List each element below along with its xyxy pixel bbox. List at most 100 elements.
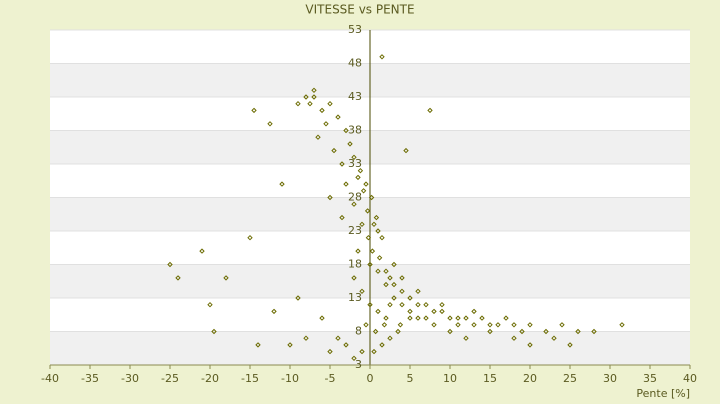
- x-tick-label: 15: [483, 372, 497, 385]
- point: [359, 288, 365, 295]
- point: [619, 322, 625, 328]
- point: [399, 275, 405, 281]
- point: [427, 107, 433, 114]
- x-tick-label: 10: [443, 372, 457, 385]
- y-tick-label: 33: [348, 157, 362, 170]
- point: [375, 228, 381, 234]
- point: [207, 301, 213, 308]
- point: [363, 322, 369, 328]
- point: [255, 342, 261, 348]
- y-tick-label: 8: [355, 325, 362, 338]
- point: [357, 167, 364, 174]
- point: [511, 335, 517, 341]
- point: [279, 181, 285, 187]
- point: [351, 154, 357, 161]
- point: [567, 342, 573, 348]
- point: [479, 315, 485, 321]
- x-tick-label: -30: [121, 372, 139, 385]
- point: [311, 94, 317, 100]
- y-tick-label: 28: [348, 191, 362, 204]
- x-tick-label: -25: [161, 372, 179, 385]
- point: [527, 322, 533, 328]
- point: [355, 248, 361, 254]
- x-tick-label: 35: [643, 372, 657, 385]
- point: [327, 100, 333, 107]
- point: [371, 221, 377, 228]
- point: [383, 268, 389, 274]
- point: [376, 255, 383, 261]
- point: [407, 315, 413, 321]
- point: [223, 275, 229, 281]
- point: [399, 301, 405, 308]
- y-tick-label: 13: [348, 291, 362, 304]
- point: [351, 355, 357, 362]
- x-tick-label: -35: [81, 372, 99, 385]
- point: [415, 315, 421, 321]
- point: [295, 295, 301, 301]
- point: [319, 315, 325, 321]
- point: [271, 308, 277, 315]
- point: [511, 322, 517, 328]
- point: [367, 301, 373, 308]
- point: [211, 328, 217, 335]
- point: [287, 342, 293, 348]
- point: [359, 348, 365, 355]
- point: [175, 275, 181, 281]
- point: [368, 194, 375, 201]
- y-tick-label: 43: [348, 90, 362, 103]
- point: [295, 100, 301, 107]
- point: [527, 342, 533, 348]
- x-tick-label: 40: [683, 372, 697, 385]
- point: [387, 275, 393, 281]
- point: [399, 288, 405, 295]
- point: [365, 234, 372, 241]
- point: [343, 127, 349, 134]
- point: [455, 322, 461, 328]
- x-tick-label: -10: [281, 372, 299, 385]
- point: [415, 288, 421, 295]
- point: [383, 315, 389, 321]
- point: [347, 141, 353, 147]
- point: [375, 308, 381, 315]
- x-tick-label: -15: [241, 372, 259, 385]
- point: [487, 328, 493, 335]
- point: [391, 281, 397, 288]
- point: [397, 322, 404, 328]
- point: [439, 308, 445, 315]
- point: [199, 248, 205, 254]
- point: [447, 328, 453, 335]
- x-tick-label: -20: [201, 372, 219, 385]
- y-tick-label: 38: [348, 124, 362, 137]
- y-tick-label: 53: [348, 23, 362, 36]
- point: [343, 342, 349, 348]
- point: [431, 308, 437, 315]
- point: [251, 107, 257, 114]
- point: [423, 315, 429, 321]
- point: [327, 194, 333, 201]
- point: [463, 335, 469, 341]
- point: [387, 301, 393, 308]
- point: [383, 281, 389, 288]
- point: [363, 181, 369, 187]
- point: [551, 335, 557, 341]
- x-tick-label: 30: [603, 372, 617, 385]
- point: [359, 221, 365, 228]
- point: [407, 295, 413, 301]
- point: [463, 315, 469, 321]
- x-tick-label: -40: [41, 372, 59, 385]
- point: [395, 328, 401, 335]
- point: [559, 322, 565, 328]
- point: [367, 261, 373, 268]
- point: [373, 214, 380, 221]
- point: [439, 301, 445, 308]
- point: [431, 322, 437, 328]
- point: [307, 100, 313, 107]
- point: [339, 214, 345, 221]
- point: [503, 315, 509, 321]
- point: [339, 161, 345, 167]
- point: [423, 301, 429, 308]
- chart-title: VITESSE vs PENTE: [305, 3, 414, 17]
- x-tick-label: 5: [407, 372, 414, 385]
- point: [319, 107, 325, 114]
- point: [415, 301, 421, 308]
